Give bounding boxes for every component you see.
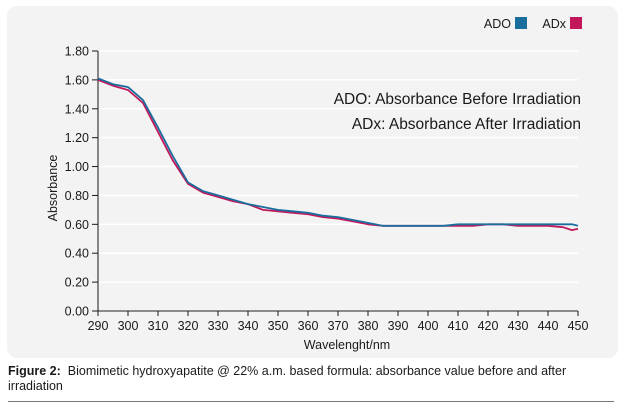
x-tick-label: 340 bbox=[238, 319, 259, 333]
figure-caption: Figure 2: Biomimetic hydroxyapatite @ 22… bbox=[8, 364, 614, 394]
legend-label-ado: ADO bbox=[484, 17, 511, 31]
y-axis-label: Absorbance bbox=[46, 155, 60, 222]
x-tick-label: 440 bbox=[538, 319, 559, 333]
y-tick-label: 1.00 bbox=[65, 160, 89, 174]
chart-panel: 0.00 0.20 0.40 0.60 0.80 1.00 1.20 1.40 1.60 1.80… bbox=[7, 6, 618, 358]
y-tick-labels: 0.00 0.20 0.40 0.60 0.80 1.00 1.20 1.40 1.60 1.80 bbox=[65, 45, 89, 319]
y-tick-label: 1.80 bbox=[65, 45, 89, 59]
x-tick-label: 410 bbox=[448, 319, 469, 333]
x-tick-label: 320 bbox=[178, 319, 199, 333]
annotation-ado: ADO: Absorbance Before Irradiation bbox=[334, 91, 581, 108]
x-tick-label: 360 bbox=[298, 319, 319, 333]
x-tick-label: 310 bbox=[148, 319, 169, 333]
x-axis-label: Wavelenght/nm bbox=[304, 338, 390, 352]
y-tick-label: 0.20 bbox=[65, 276, 89, 290]
x-tick-label: 350 bbox=[268, 319, 289, 333]
caption-label: Figure 2: bbox=[8, 364, 61, 378]
x-tick-labels: 290 300 310 320 330 340 350 360 370 380 390 400 410 4… bbox=[88, 319, 589, 333]
chart-svg: 0.00 0.20 0.40 0.60 0.80 1.00 1.20 1.40 1.60 1.80… bbox=[46, 17, 589, 352]
x-tick-label: 430 bbox=[508, 319, 529, 333]
x-tick-label: 330 bbox=[208, 319, 229, 333]
x-tick-label: 450 bbox=[568, 319, 589, 333]
y-tick-label: 1.40 bbox=[65, 102, 89, 116]
annotation-adx: ADx: Absorbance After Irradiation bbox=[352, 116, 581, 133]
x-tick-label: 420 bbox=[478, 319, 499, 333]
legend-swatch-adx bbox=[570, 17, 582, 29]
x-tick-label: 380 bbox=[358, 319, 379, 333]
y-tick-label: 1.20 bbox=[65, 131, 89, 145]
x-tick-label: 390 bbox=[388, 319, 409, 333]
x-tick-label: 290 bbox=[88, 319, 109, 333]
caption-text: Biomimetic hydroxyapatite @ 22% a.m. bas… bbox=[8, 364, 567, 393]
x-tick-label: 370 bbox=[328, 319, 349, 333]
y-tick-label: 0.80 bbox=[65, 189, 89, 203]
legend-swatch-ado bbox=[515, 17, 527, 29]
x-tick-label: 300 bbox=[118, 319, 139, 333]
caption-divider bbox=[8, 401, 614, 402]
y-tick-label: 0.00 bbox=[65, 305, 89, 319]
x-tick-label: 400 bbox=[418, 319, 439, 333]
y-tick-label: 1.60 bbox=[65, 73, 89, 87]
y-tick-label: 0.60 bbox=[65, 218, 89, 232]
y-tick-label: 0.40 bbox=[65, 247, 89, 261]
series-line-ado bbox=[97, 77, 579, 227]
series-lines bbox=[97, 77, 579, 232]
legend: ADO ADx bbox=[484, 17, 582, 31]
legend-label-adx: ADx bbox=[542, 17, 566, 31]
